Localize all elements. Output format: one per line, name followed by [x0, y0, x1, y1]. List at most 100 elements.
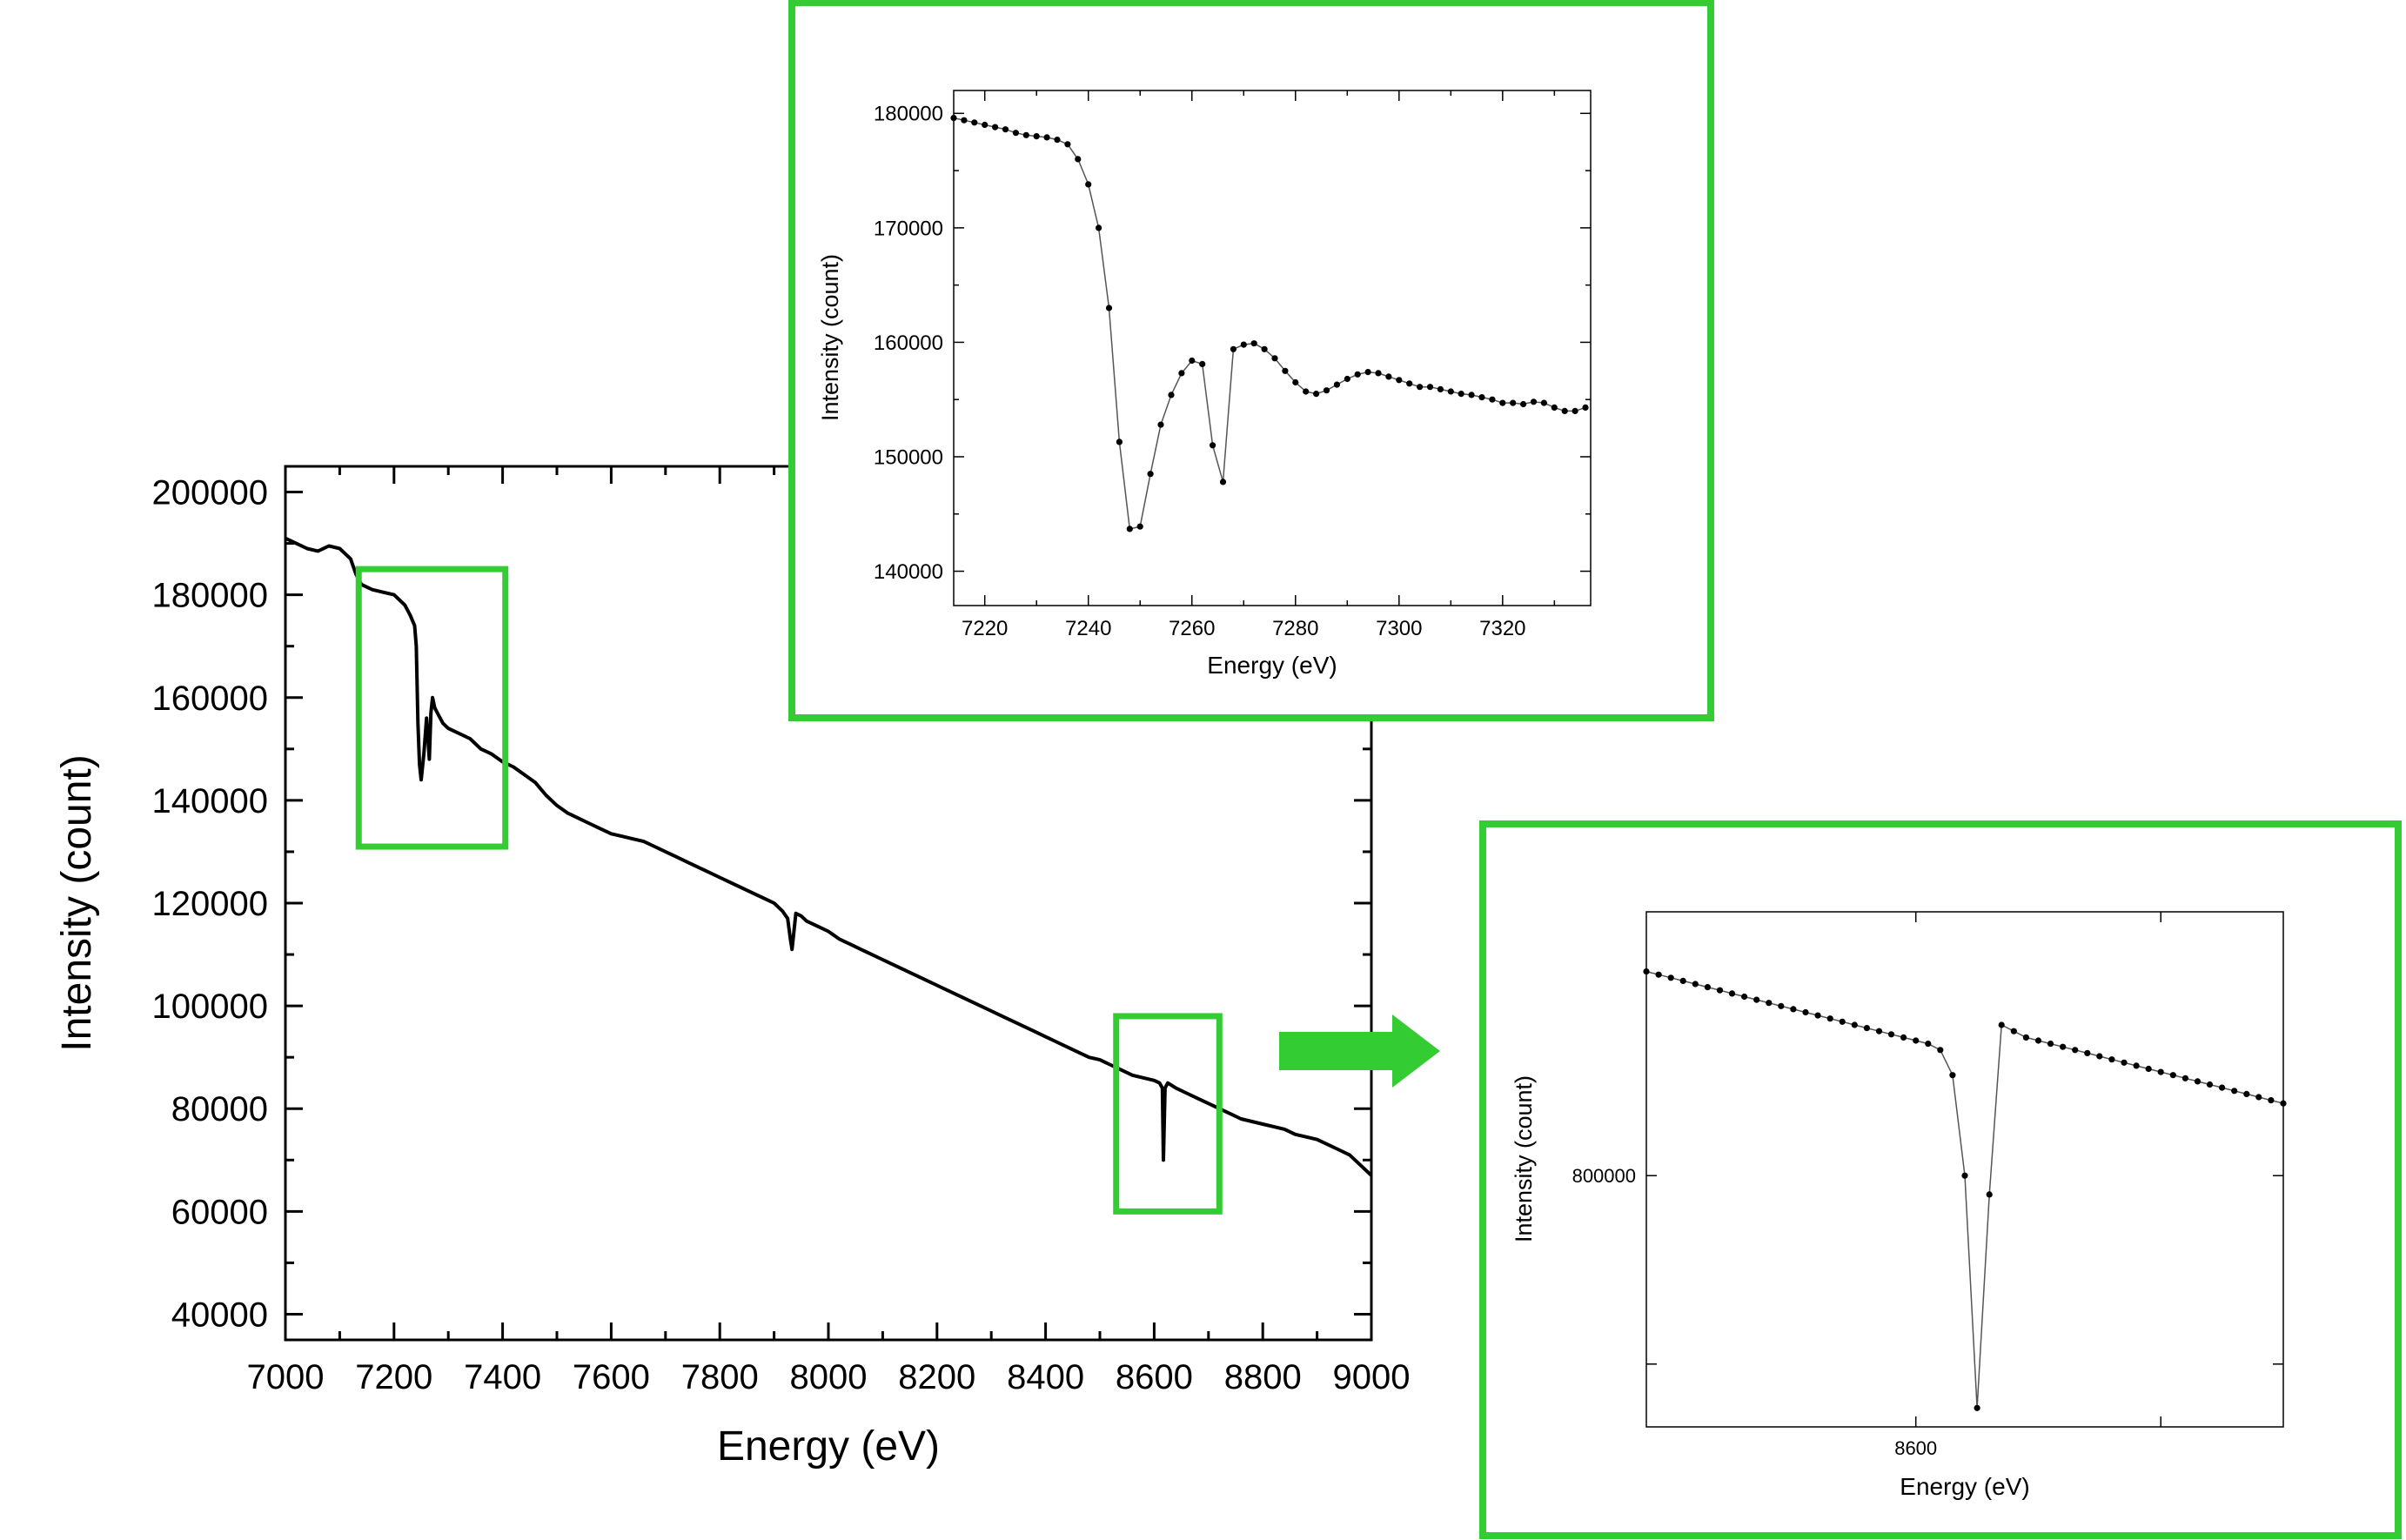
data-point	[1741, 993, 1748, 1001]
data-point	[992, 124, 999, 131]
y-tick-label: 60000	[171, 1193, 268, 1231]
data-point	[1189, 357, 1196, 365]
data-point	[1437, 385, 1444, 392]
data-point	[1096, 224, 1102, 231]
inset-2-panel: 8600 800000 Energy (eV) Intensity (count…	[1479, 820, 2402, 1539]
inset-1-markers	[950, 115, 1589, 532]
data-point	[1354, 371, 1361, 378]
data-point	[1949, 1072, 1956, 1079]
data-point	[1826, 1015, 1833, 1022]
data-point	[1043, 134, 1050, 141]
y-tick-label: 40000	[171, 1296, 268, 1334]
data-point	[1303, 388, 1310, 395]
data-point	[1002, 126, 1009, 133]
data-point	[1261, 345, 1268, 352]
data-point	[2280, 1100, 2287, 1107]
x-tick-label: 7600	[573, 1358, 650, 1396]
y-tick-label: 170000	[874, 217, 943, 240]
data-point	[2157, 1068, 2164, 1075]
data-point	[1344, 375, 1350, 383]
data-point	[1790, 1006, 1797, 1013]
main-chart: 7000 7200 7400 7600 7800 8000 8200 8400 8600 8800…	[54, 465, 1410, 1470]
data-point	[1863, 1025, 1870, 1032]
data-point	[1136, 523, 1143, 530]
main-x-axis-label: Energy (eV)	[717, 1423, 940, 1470]
inset-1-x-axis-label: Energy (eV)	[1207, 652, 1337, 679]
data-point	[1012, 130, 1019, 137]
x-tick-label: 7240	[1065, 617, 1111, 640]
inset-1-panel: 7220 7240 7260 7280 7300 7320 140000 150000 160…	[788, 0, 1714, 721]
data-point	[1468, 392, 1475, 398]
data-point	[971, 119, 978, 126]
data-point	[2072, 1047, 2079, 1054]
x-tick-label: 8600	[1894, 1437, 1937, 1459]
x-tick-label: 7320	[1479, 617, 1525, 640]
data-point	[2047, 1041, 2054, 1048]
data-point	[1417, 384, 1424, 391]
inset-1-plot-frame	[953, 90, 1592, 606]
data-point	[2133, 1062, 2140, 1069]
data-point	[1561, 407, 1568, 414]
data-point	[1447, 388, 1454, 395]
data-point	[1478, 394, 1485, 401]
data-point	[1116, 439, 1123, 445]
main-y-axis-label: Intensity (count)	[54, 754, 100, 1051]
data-point	[2060, 1043, 2067, 1050]
data-point	[1147, 471, 1154, 478]
data-point	[961, 117, 968, 124]
data-point	[1323, 387, 1330, 394]
data-point	[1520, 400, 1527, 408]
data-point	[1582, 404, 1589, 411]
x-tick-label: 7400	[464, 1358, 541, 1396]
inset-1-green-frame	[788, 0, 1714, 721]
x-tick-label: 7800	[681, 1358, 759, 1396]
data-point	[1426, 384, 1434, 391]
data-point	[1655, 971, 1662, 978]
x-tick-label: 7000	[247, 1358, 325, 1396]
data-point	[1728, 990, 1736, 997]
data-point	[1679, 977, 1686, 984]
data-point	[2231, 1088, 2238, 1095]
data-point	[2219, 1084, 2226, 1091]
data-point	[2108, 1056, 2115, 1063]
data-point	[1572, 407, 1578, 414]
y-tick-label: 150000	[874, 445, 943, 469]
x-tick-label: 8000	[790, 1358, 868, 1396]
data-point	[1282, 367, 1289, 374]
data-point	[2096, 1053, 2103, 1060]
data-point	[1510, 399, 1517, 406]
data-point	[1961, 1172, 1968, 1179]
main-highlight-boxes	[355, 566, 1223, 1215]
inset-1-x-ticks: 7220 7240 7260 7280 7300 7320	[962, 90, 1556, 640]
data-point	[2084, 1049, 2091, 1056]
data-point	[2255, 1094, 2262, 1101]
inset-2-y-axis-label: Intensity (count)	[1511, 1075, 1537, 1242]
y-tick-label: 180000	[152, 577, 268, 615]
data-point	[1178, 370, 1185, 377]
data-point	[1375, 370, 1382, 377]
y-tick-label: 140000	[152, 782, 268, 820]
data-point	[1974, 1404, 1980, 1411]
data-point	[950, 115, 957, 122]
data-point	[1766, 1000, 1773, 1007]
y-tick-label: 800000	[1572, 1165, 1636, 1187]
x-tick-label: 8600	[1116, 1358, 1193, 1396]
data-point	[1937, 1047, 1944, 1054]
inset-2-plot-frame	[1645, 911, 2284, 1428]
data-point	[1551, 404, 1558, 411]
x-tick-label: 7280	[1272, 617, 1318, 640]
data-point	[1458, 391, 1464, 398]
data-point	[2194, 1078, 2202, 1085]
data-point	[1851, 1021, 1858, 1028]
inset-2-green-frame	[1479, 820, 2402, 1539]
main-y-ticks: 40000 60000 80000 100000 120000 140000 160000 1…	[152, 474, 1371, 1334]
y-tick-label: 120000	[152, 885, 268, 923]
data-point	[1292, 378, 1299, 386]
data-point	[1396, 377, 1403, 384]
data-point	[1240, 341, 1247, 348]
data-point	[1064, 141, 1071, 148]
data-point	[1406, 380, 1413, 387]
data-point	[2268, 1097, 2275, 1104]
data-point	[1839, 1018, 1846, 1025]
data-point	[1157, 421, 1164, 428]
